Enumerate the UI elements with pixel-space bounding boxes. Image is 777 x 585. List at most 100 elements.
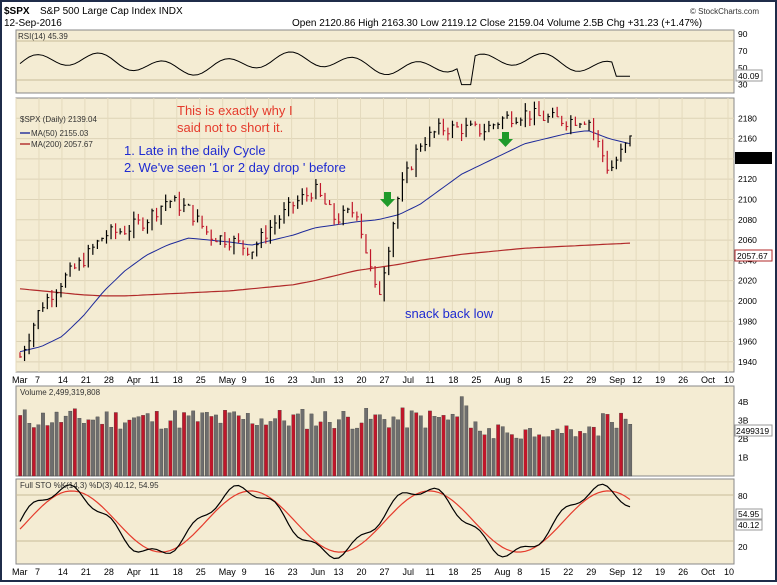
time-label-bottom: 20	[357, 567, 367, 577]
time-label: 28	[104, 375, 114, 385]
volume-tick-label: 1B	[738, 453, 749, 463]
volume-bar	[72, 408, 77, 477]
volume-tick-label: 2B	[738, 434, 749, 444]
time-label: 23	[288, 375, 298, 385]
price-tick-label: 1980	[738, 316, 757, 326]
time-label: Aug	[494, 375, 510, 385]
volume-bar	[605, 414, 610, 477]
time-label: Apr	[127, 375, 141, 385]
last-price-box	[735, 152, 772, 164]
volume-bar	[123, 422, 127, 477]
time-label-bottom: 13	[334, 567, 344, 577]
time-label: 9	[242, 375, 247, 385]
volume-bar	[619, 412, 623, 477]
ma200-value-box	[734, 249, 773, 262]
volume-bar	[227, 412, 232, 477]
volume-bar	[195, 421, 200, 477]
time-label-bottom: 28	[104, 567, 114, 577]
volume-bar	[519, 438, 523, 477]
time-label-bottom: 11	[150, 567, 159, 577]
volume-bar	[286, 425, 291, 477]
rsi-value-label: 40.09	[738, 71, 760, 81]
volume-bar	[273, 418, 277, 477]
volume-bar	[296, 413, 300, 477]
ma50-line	[19, 130, 631, 353]
stoch-value-2: 40.12	[738, 520, 760, 530]
time-label-bottom: 21	[81, 567, 91, 577]
volume-bar	[45, 425, 50, 477]
volume-bar	[423, 427, 428, 477]
volume-bar	[509, 434, 514, 477]
volume-bar	[569, 429, 573, 477]
volume-bar	[346, 416, 350, 477]
volume-value-box	[734, 424, 773, 437]
price-tick-label: 2120	[738, 174, 757, 184]
price-tick-label: 2080	[738, 215, 757, 225]
time-label: 14	[58, 375, 68, 385]
volume-bar	[355, 427, 359, 477]
time-label: 11	[425, 375, 434, 385]
volume-bar	[59, 422, 64, 477]
header-date: 12-Sep-2016	[4, 18, 62, 29]
volume-bar	[277, 410, 282, 477]
rsi-legend: RSI(14) 45.39	[18, 32, 68, 41]
stoch-value-1: 54.95	[738, 509, 760, 519]
volume-bar	[95, 416, 100, 477]
volume-bar	[514, 437, 519, 477]
ma200-line	[19, 242, 631, 297]
time-label: 8	[517, 375, 522, 385]
volume-bar	[109, 427, 114, 477]
volume-bar	[459, 396, 464, 477]
time-label-bottom: May	[219, 567, 237, 577]
volume-bar	[432, 416, 437, 477]
volume-bar	[596, 435, 601, 477]
volume-bar	[236, 415, 241, 477]
time-label-bottom: 18	[173, 567, 183, 577]
volume-bar	[291, 414, 296, 477]
volume-bar	[77, 418, 82, 477]
volume-bars	[18, 396, 633, 477]
volume-bar	[405, 427, 409, 477]
rsi-line	[19, 51, 630, 86]
volume-value-label: 2499319	[736, 426, 769, 436]
price-tick-label: 2160	[738, 134, 757, 144]
volume-bar	[564, 425, 569, 477]
volume-bar	[341, 411, 346, 477]
volume-bar	[259, 418, 264, 477]
volume-bar	[86, 419, 91, 477]
volume-bar	[546, 436, 551, 477]
volume-bar	[36, 424, 41, 477]
price-tick-label: 2100	[738, 194, 757, 204]
stoch-k-line	[19, 483, 631, 560]
volume-bar	[150, 421, 155, 477]
volume-bar	[50, 422, 54, 477]
time-label-bottom: 18	[448, 567, 458, 577]
symbol-title: $SPX	[4, 6, 30, 17]
time-label: 20	[357, 375, 367, 385]
time-label-bottom: 27	[379, 567, 389, 577]
time-label: Oct	[701, 375, 716, 385]
time-label-bottom: 25	[471, 567, 481, 577]
annotation-red-1: This is exactly why I	[177, 103, 293, 118]
time-label: 25	[196, 375, 206, 385]
volume-bar	[628, 424, 633, 477]
volume-bar	[82, 423, 86, 477]
volume-bar	[591, 426, 596, 477]
volume-bar	[368, 418, 373, 477]
volume-bar	[214, 414, 218, 477]
rsi-value-box	[735, 69, 763, 82]
volume-legend: Volume 2,499,319,808	[20, 388, 101, 397]
annotation-blue-1: 1. Late in the daily Cycle	[124, 143, 266, 158]
time-label: 7	[35, 375, 40, 385]
volume-bar	[428, 410, 432, 477]
volume-bar	[22, 409, 27, 477]
volume-bar	[409, 410, 414, 477]
volume-bar	[164, 428, 168, 477]
volume-bar	[610, 422, 614, 477]
volume-bar	[177, 427, 182, 477]
volume-bar	[209, 416, 214, 477]
volume-bar	[300, 409, 305, 477]
time-label-bottom: Jul	[402, 567, 414, 577]
